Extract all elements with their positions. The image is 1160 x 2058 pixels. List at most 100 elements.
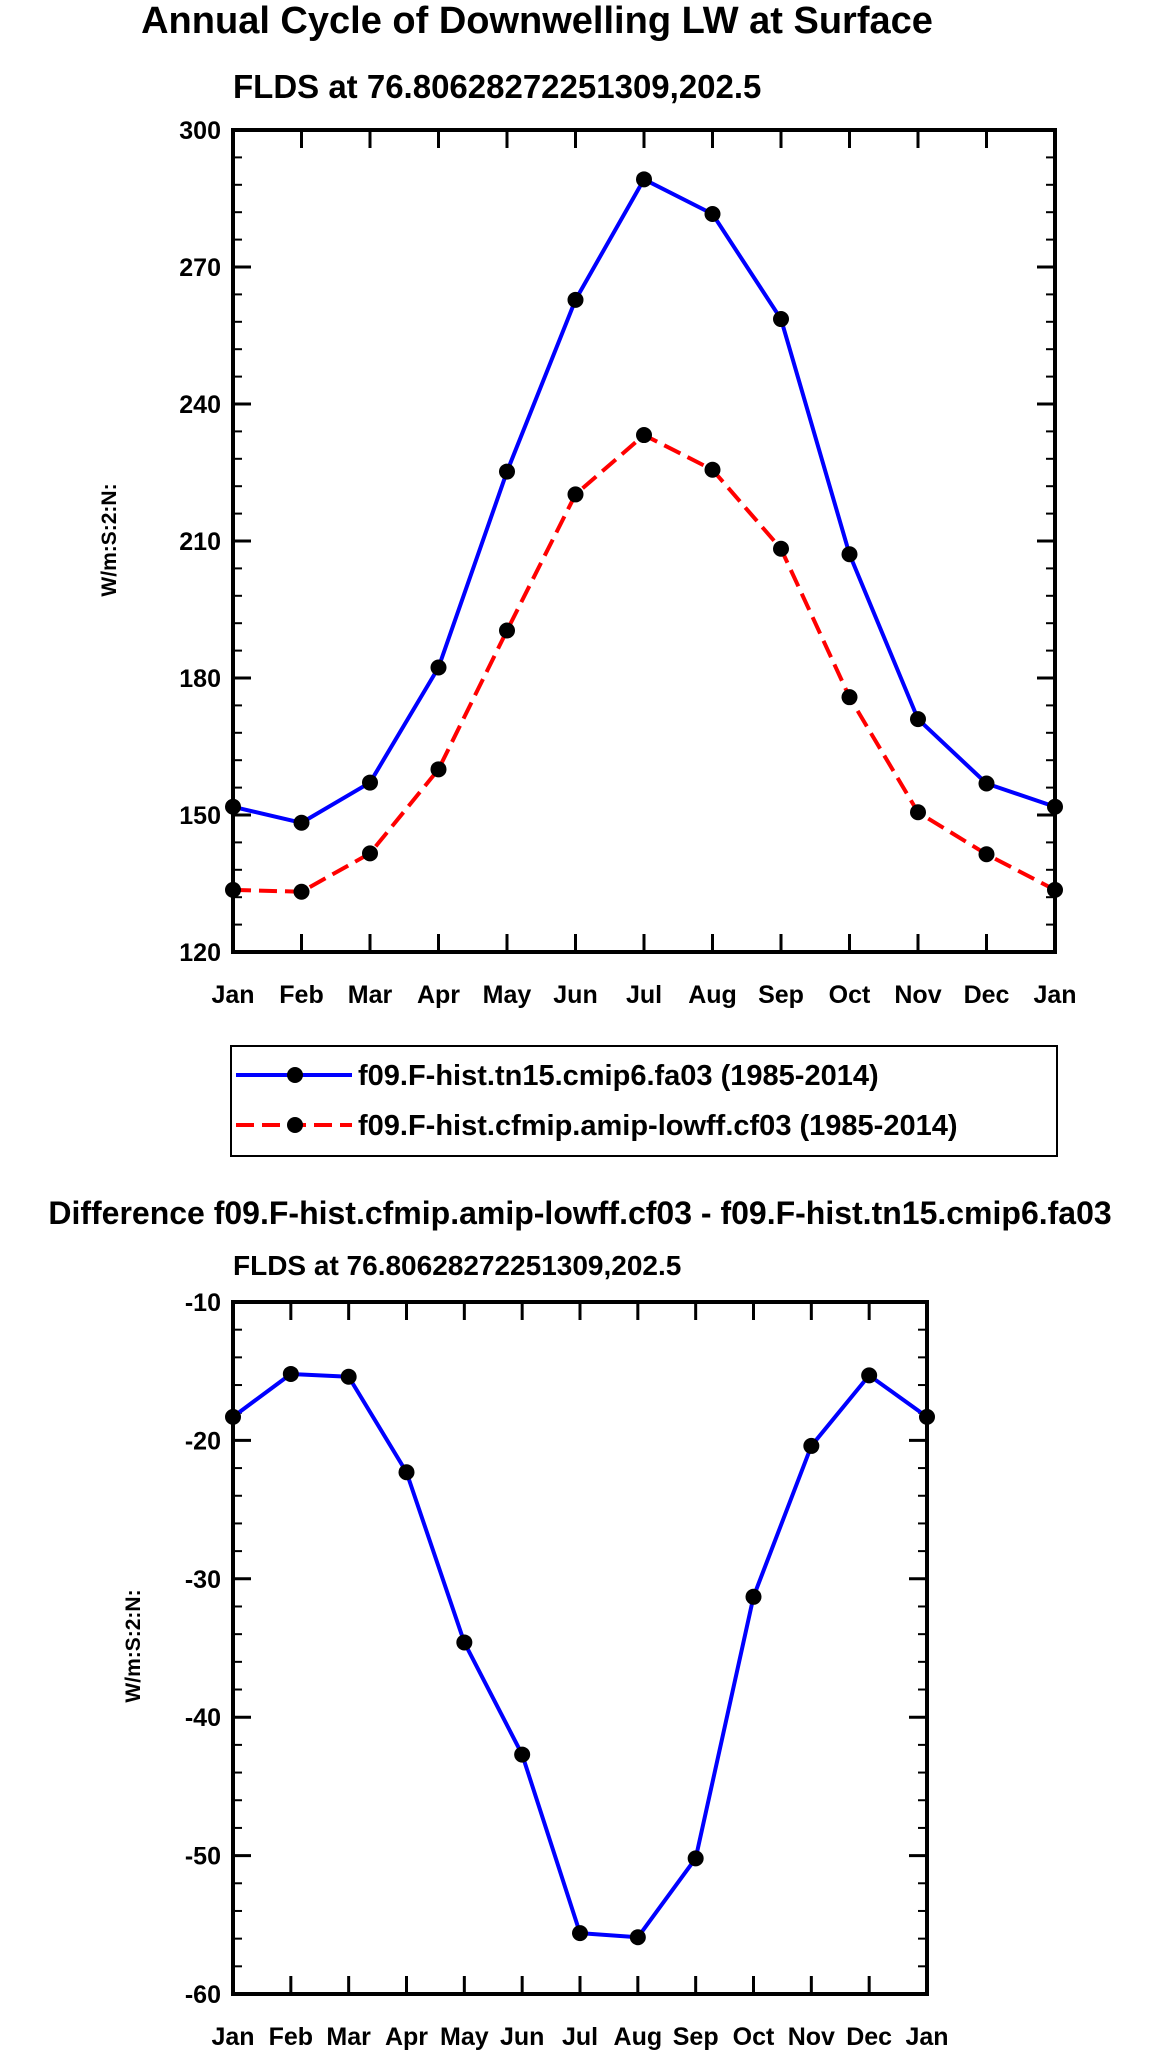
legend-label-series-2: f09.F-hist.cfmip.amip-lowff.cf03 (1985-2…	[358, 1110, 958, 1142]
top-chart-x-tick-label: Mar	[348, 981, 393, 1009]
bottom-chart-x-tick-label: Jan	[905, 2023, 948, 2051]
top-chart-series-2-line	[232, 433, 1056, 894]
top-chart-series-1-point	[910, 711, 926, 728]
bottom-chart-x-tick-label: May	[440, 2023, 489, 2051]
top-chart-series-1-point	[293, 814, 310, 831]
bottom-chart-x-tick-label: Nov	[788, 2023, 835, 2051]
top-chart-subtitle: FLDS at 76.80628272251309,202.5	[233, 68, 761, 105]
top-chart-series-2-point	[499, 622, 515, 639]
bottom-chart-series-1-point	[456, 1634, 473, 1651]
bottom-chart-y-tick-label: -40	[185, 1704, 221, 1732]
top-chart-x-tick-label: Oct	[829, 981, 871, 1009]
bottom-chart-series-1-point	[861, 1367, 878, 1384]
bottom-chart-y-tick-label: -30	[185, 1566, 221, 1594]
bottom-chart-series-1-point	[514, 1746, 531, 1763]
bottom-chart-series-1-point	[687, 1850, 704, 1867]
bottom-chart-series-1-point	[629, 1929, 646, 1946]
top-chart-series-1-point	[567, 291, 584, 308]
top-chart-y-axis-label: W/m:S:2:N:	[98, 483, 121, 596]
top-chart-y-tick-label: 180	[179, 665, 221, 693]
bottom-chart-x-tick-label: Dec	[846, 2023, 892, 2051]
bottom-chart-series-1-point	[803, 1437, 820, 1454]
top-chart-series-1-point	[430, 659, 447, 676]
top-chart-y-tick-label: 240	[179, 391, 221, 419]
bottom-chart-x-tick-label: Jul	[562, 2023, 598, 2051]
legend-marker-series-2	[287, 1117, 303, 1133]
top-chart-series-1-point	[704, 206, 721, 223]
bottom-chart-x-tick-label: Oct	[733, 2023, 775, 2051]
bottom-chart-x-tick-label: Jun	[500, 2023, 544, 2051]
bottom-chart-y-axis-label: W/m:S:2:N:	[122, 1589, 145, 1702]
top-chart-series-2-point	[430, 761, 447, 778]
top-chart-y-tick-label: 210	[179, 528, 221, 556]
top-chart-x-tick-label: Aug	[688, 981, 737, 1009]
top-chart-series-2-point	[704, 461, 721, 478]
top-chart-series-1-point	[841, 546, 858, 563]
top-chart-y-tick-label: 270	[179, 254, 221, 282]
top-chart-y-tick-label: 120	[179, 939, 221, 967]
top-chart-series-1-point	[1047, 798, 1063, 815]
top-chart-x-tick-label: Feb	[279, 981, 323, 1009]
legend-box	[230, 1045, 1058, 1157]
top-chart-series-2-point	[636, 427, 652, 444]
top-chart-series-1-point	[499, 463, 515, 480]
bottom-chart-x-tick-label: Aug	[614, 2023, 663, 2051]
bottom-chart-series-1-point	[340, 1368, 357, 1385]
top-chart-x-tick-label: Jan	[1033, 981, 1076, 1009]
bottom-chart-x-tick-label: Apr	[385, 2023, 428, 2051]
bottom-chart-series-1-point	[282, 1365, 299, 1382]
top-chart-x-tick-label: Dec	[964, 981, 1010, 1009]
bottom-chart-series-1-point	[745, 1588, 762, 1605]
top-chart-series-1-point	[362, 774, 378, 791]
top-chart-x-tick-label: Apr	[417, 981, 460, 1009]
top-chart-plot-frame	[231, 128, 1057, 954]
top-chart-series-2-point	[910, 804, 926, 821]
top-chart-x-tick-label: May	[483, 981, 532, 1009]
top-chart-series-2-point	[362, 845, 378, 862]
top-chart-x-tick-label: Nov	[894, 981, 941, 1009]
legend-item-series-1: f09.F-hist.tn15.cmip6.fa03 (1985-2014)	[236, 1060, 879, 1092]
top-chart-series-2-point	[773, 540, 789, 557]
top-chart: Annual Cycle of Downwelling LW at Surfac…	[98, 0, 1077, 1009]
bottom-chart-y-tick-label: -10	[185, 1289, 221, 1317]
bottom-chart-x-tick-label: Feb	[269, 2023, 313, 2051]
top-chart-series-2-point	[978, 846, 995, 863]
top-chart-series-1-point	[978, 775, 995, 792]
bottom-chart-title: Difference f09.F-hist.cfmip.amip-lowff.c…	[48, 1195, 1111, 1231]
legend-label-series-1: f09.F-hist.tn15.cmip6.fa03 (1985-2014)	[358, 1060, 879, 1092]
bottom-chart-series-1-point	[572, 1925, 588, 1942]
top-chart-series-2-point	[841, 689, 858, 706]
top-chart-series-2-point	[567, 486, 584, 503]
top-chart-x-tick-label: Sep	[758, 981, 804, 1009]
legend-item-series-2: f09.F-hist.cfmip.amip-lowff.cf03 (1985-2…	[236, 1110, 958, 1142]
bottom-chart-series-1-point	[919, 1408, 935, 1425]
top-chart-series-2-point	[293, 883, 310, 900]
bottom-chart-series-1-point	[398, 1464, 415, 1481]
top-chart-title: Annual Cycle of Downwelling LW at Surfac…	[141, 0, 933, 42]
bottom-chart-y-tick-label: -60	[185, 1981, 221, 2009]
top-chart-series-2-point	[225, 881, 241, 898]
top-chart-series-1-point	[773, 311, 789, 328]
top-chart-series-1-point	[636, 171, 652, 188]
top-chart-y-tick-label: 300	[179, 117, 221, 145]
legend-marker-series-1	[287, 1067, 303, 1083]
top-chart-x-tick-label: Jul	[626, 981, 662, 1009]
bottom-chart-series-1-line	[231, 1371, 929, 1940]
bottom-chart-plot-frame	[231, 1300, 929, 1996]
bottom-chart-subtitle: FLDS at 76.80628272251309,202.5	[233, 1250, 681, 1281]
bottom-chart-series-1-point	[225, 1408, 241, 1425]
bottom-chart-y-tick-label: -50	[185, 1843, 221, 1871]
top-chart-series-1-point	[225, 798, 241, 815]
top-chart-series-1-line	[232, 177, 1056, 825]
bottom-chart-x-tick-label: Sep	[673, 2023, 719, 2051]
bottom-chart-y-tick-label: -20	[185, 1427, 221, 1455]
bottom-chart: Difference f09.F-hist.cfmip.amip-lowff.c…	[48, 1195, 1111, 2051]
top-chart-x-tick-label: Jan	[211, 981, 254, 1009]
bottom-chart-x-tick-label: Mar	[326, 2023, 371, 2051]
top-chart-series-2-point	[1047, 881, 1063, 898]
top-chart-x-tick-label: Jun	[553, 981, 597, 1009]
bottom-chart-x-tick-label: Jan	[211, 2023, 254, 2051]
top-chart-y-tick-label: 150	[179, 802, 221, 830]
legend: f09.F-hist.tn15.cmip6.fa03 (1985-2014) f…	[230, 1045, 1058, 1157]
